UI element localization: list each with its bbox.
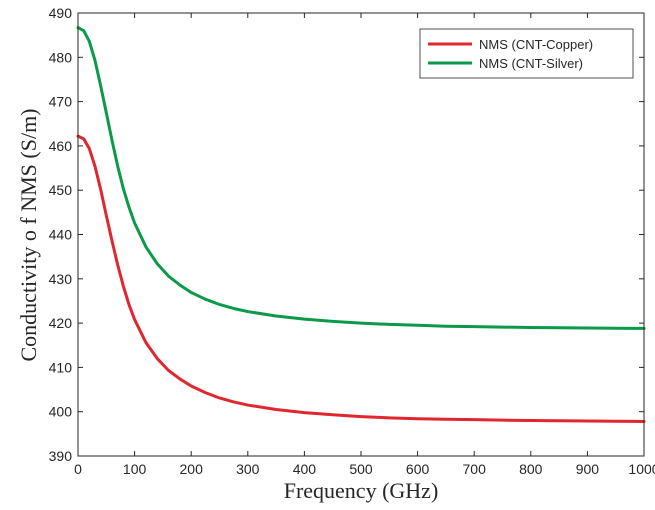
x-tick-label: 400 — [293, 461, 317, 477]
x-tick-label: 1000 — [628, 461, 655, 477]
x-axis: 0 100 200 300 400 500 600 700 800 900 1000 — [74, 13, 655, 477]
x-tick-label: 100 — [123, 461, 147, 477]
y-tick-label: 430 — [49, 271, 73, 287]
x-tick-label: 200 — [180, 461, 204, 477]
series-layer — [76, 26, 646, 423]
legend-label-cnt-silver: NMS (CNT-Silver) — [479, 56, 583, 71]
x-tick-label: 600 — [406, 461, 430, 477]
legend-label-cnt-copper: NMS (CNT-Copper) — [479, 37, 593, 52]
legend-box — [419, 28, 634, 79]
y-axis: 390 400 410 420 430 440 450 460 470 480 490 — [49, 5, 644, 464]
series-line-nms-cnt-silver — [76, 26, 646, 330]
x-tick-label: 700 — [463, 461, 487, 477]
x-tick-label: 800 — [519, 461, 543, 477]
legend: NMS (CNT-Copper) NMS (CNT-Silver) — [419, 28, 634, 79]
plot-area — [78, 13, 644, 456]
y-tick-label: 410 — [49, 359, 73, 375]
y-tick-label: 490 — [49, 5, 73, 21]
y-tick-label: 470 — [49, 94, 73, 110]
y-tick-label: 400 — [49, 404, 73, 420]
y-tick-label: 480 — [49, 49, 73, 65]
x-tick-label: 300 — [236, 461, 260, 477]
series-line-nms-cnt-copper — [76, 134, 646, 423]
y-tick-label: 460 — [49, 138, 73, 154]
y-tick-label: 420 — [49, 315, 73, 331]
y-axis-label: Conductivity o f NMS (S/m) — [16, 108, 41, 361]
x-tick-label: 900 — [576, 461, 600, 477]
x-tick-label: 500 — [349, 461, 373, 477]
y-tick-label: 450 — [49, 182, 73, 198]
x-axis-label: Frequency (GHz) — [284, 478, 439, 503]
x-tick-label: 0 — [74, 461, 82, 477]
y-tick-label: 440 — [49, 227, 73, 243]
y-tick-label: 390 — [49, 448, 73, 464]
